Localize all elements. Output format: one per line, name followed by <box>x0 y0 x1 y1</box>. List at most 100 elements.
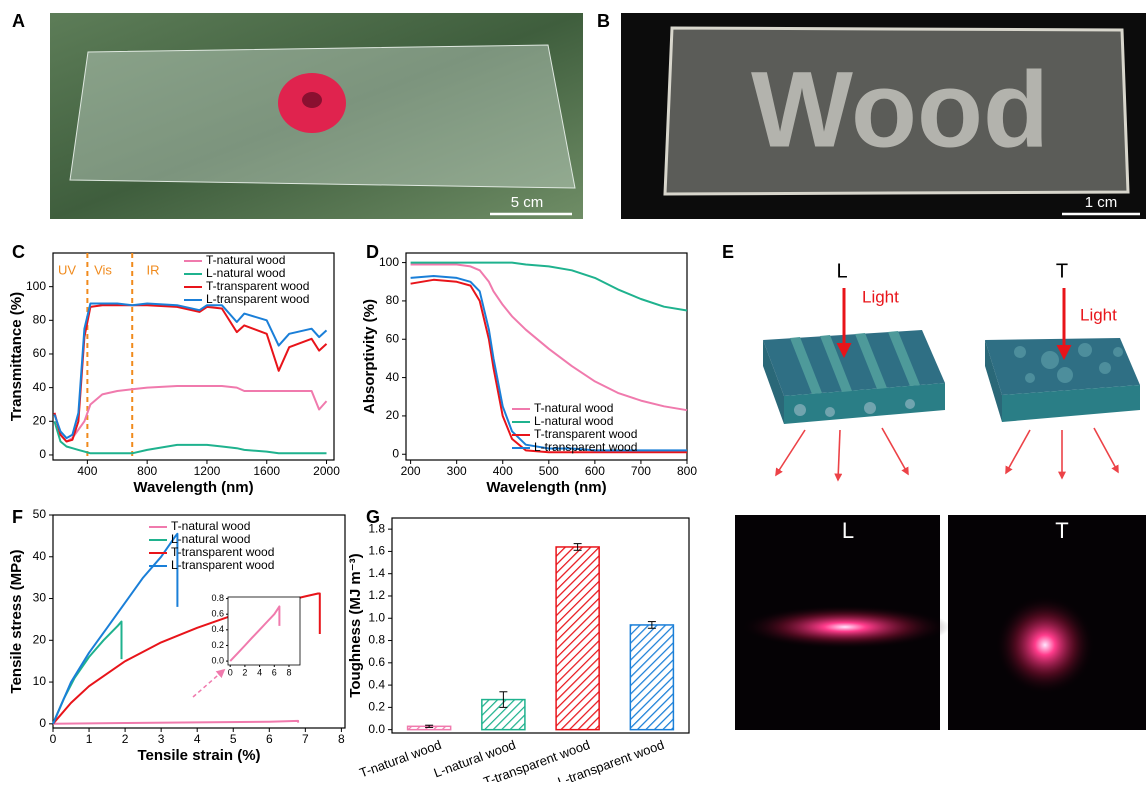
y-tick-label: 0.2 <box>368 700 385 714</box>
x-tick-label: 6 <box>272 667 277 677</box>
y-tick-label: 0.0 <box>368 722 385 736</box>
series-line <box>53 421 327 455</box>
y-tick-label: 0.2 <box>211 640 224 650</box>
inset-background <box>228 597 300 665</box>
x-tick-label: 800 <box>677 464 697 478</box>
x-tick-label: 200 <box>401 464 421 478</box>
legend-label: T-natural wood <box>534 401 613 415</box>
x-tick-label: 400 <box>77 464 97 478</box>
x-tick-label: T-natural wood <box>357 737 443 781</box>
y-tick-label: 1.8 <box>368 521 385 535</box>
y-tick-label: 10 <box>33 674 47 688</box>
photo-a: 5 cm <box>50 13 583 219</box>
y-tick-label: 20 <box>33 632 47 646</box>
series-line <box>410 263 688 412</box>
orientation-label: L <box>836 260 847 282</box>
panel-label: E <box>722 242 734 262</box>
error-bar <box>499 691 508 708</box>
legend-label: T-natural wood <box>171 519 250 533</box>
x-tick-label: 400 <box>493 464 513 478</box>
photo-label: T <box>1055 518 1068 543</box>
legend-label: T-transparent wood <box>171 545 274 559</box>
y-axis-label: Toughness (MJ m⁻³) <box>347 553 364 697</box>
panel-label: C <box>12 242 25 262</box>
x-tick-label: 500 <box>539 464 559 478</box>
region-label: IR <box>147 262 160 277</box>
x-tick-label: 8 <box>286 667 291 677</box>
legend-label: T-transparent wood <box>206 279 309 293</box>
photo-e: L T <box>735 515 1146 730</box>
region-label: Vis <box>94 262 112 277</box>
x-tick-label: 0 <box>228 667 233 677</box>
y-axis-label: Tensile stress (MPa) <box>8 550 25 694</box>
x-tick-label: 300 <box>447 464 467 478</box>
y-tick-label: 40 <box>33 549 47 563</box>
orientation-label: T <box>1056 260 1068 282</box>
y-tick-label: 20 <box>386 408 400 422</box>
x-tick-label: 700 <box>631 464 651 478</box>
series-line <box>52 532 179 725</box>
legend-label: T-natural wood <box>206 253 285 267</box>
scale-label: 1 cm <box>1085 194 1118 211</box>
series-line <box>52 719 300 725</box>
legend-label: L-natural wood <box>171 532 250 546</box>
y-tick-label: 0.6 <box>211 609 224 619</box>
y-tick-label: 30 <box>33 591 47 605</box>
x-tick-label: 5 <box>230 732 237 746</box>
y-tick-label: 0.8 <box>368 633 385 647</box>
x-tick-label: 8 <box>338 732 345 746</box>
plot-frame <box>405 252 688 461</box>
photo-text: Wood <box>751 49 1049 170</box>
x-tick-label: 4 <box>257 667 262 677</box>
x-tick-label: 1600 <box>253 464 280 478</box>
y-tick-label: 0 <box>392 446 399 460</box>
y-tick-label: 1.2 <box>368 588 385 602</box>
plot-frame <box>391 517 690 734</box>
y-tick-label: 0 <box>39 716 46 730</box>
legend-label: L-natural wood <box>206 266 285 280</box>
plot-frame <box>52 514 346 729</box>
legend-label: L-transparent wood <box>171 558 274 572</box>
y-tick-label: 0.0 <box>211 655 224 665</box>
series-line <box>410 278 687 454</box>
y-tick-label: 40 <box>33 380 47 394</box>
diagram-e: L T Light Light <box>763 260 1140 482</box>
y-tick-label: 0.4 <box>368 677 385 691</box>
bar <box>629 624 675 731</box>
x-tick-label: 4 <box>194 732 201 746</box>
legend-label: L-transparent wood <box>534 440 637 454</box>
y-tick-label: 0.6 <box>368 655 385 669</box>
y-tick-label: 80 <box>33 312 47 326</box>
series-line <box>410 261 688 312</box>
error-bar <box>573 543 582 551</box>
y-tick-label: 20 <box>33 413 47 427</box>
plot-frame <box>227 596 301 666</box>
legend-label: T-transparent wood <box>534 427 637 441</box>
y-tick-label: 100 <box>26 279 46 293</box>
y-tick-label: 0.8 <box>211 593 224 603</box>
x-axis-label: Wavelength (nm) <box>133 479 253 496</box>
x-tick-label: 2000 <box>313 464 340 478</box>
series-line <box>52 592 321 725</box>
panel-label: F <box>12 507 23 527</box>
y-tick-label: 100 <box>379 255 399 269</box>
x-tick-label: 1 <box>86 732 93 746</box>
scale-label: 5 cm <box>511 194 544 211</box>
panel-label: B <box>597 11 610 31</box>
error-bar <box>647 621 656 629</box>
y-tick-label: 40 <box>386 370 400 384</box>
series-line <box>229 605 281 662</box>
y-tick-label: 0.4 <box>211 624 224 634</box>
y-tick-label: 1.0 <box>368 610 385 624</box>
error-bar <box>425 724 434 728</box>
region-label: UV <box>58 262 76 277</box>
x-tick-label: 6 <box>266 732 273 746</box>
x-tick-label: 3 <box>158 732 165 746</box>
light-label: Light <box>862 287 899 306</box>
series-line <box>410 275 687 452</box>
x-tick-label: 1200 <box>194 464 221 478</box>
y-tick-label: 0 <box>39 447 46 461</box>
y-tick-label: 1.4 <box>368 566 385 580</box>
legend-label: L-transparent wood <box>206 292 309 306</box>
x-tick-label: 7 <box>302 732 309 746</box>
